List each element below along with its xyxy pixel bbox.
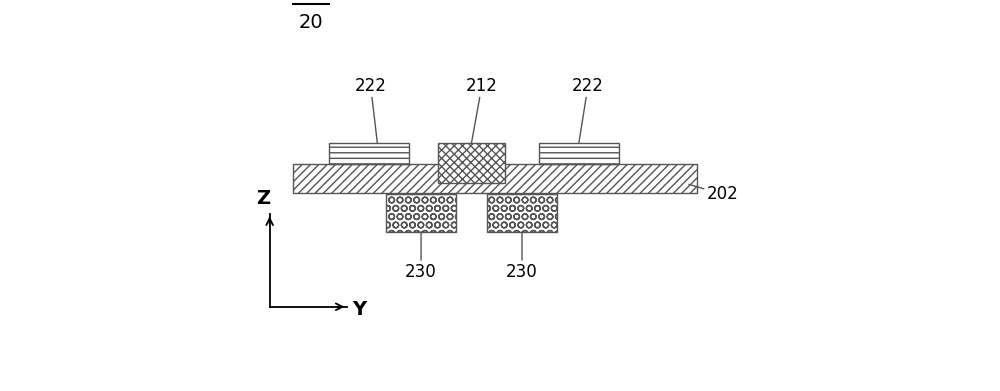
Text: Y: Y — [352, 300, 367, 319]
Text: Z: Z — [256, 190, 271, 208]
Text: 222: 222 — [572, 77, 604, 143]
Text: 212: 212 — [466, 77, 498, 143]
Bar — [329, 143, 409, 165]
Text: 202: 202 — [689, 185, 738, 203]
Text: 230: 230 — [405, 232, 437, 281]
Bar — [386, 194, 456, 232]
Bar — [487, 194, 557, 232]
Text: 20: 20 — [299, 13, 323, 32]
Text: 222: 222 — [355, 77, 387, 143]
Bar — [293, 165, 697, 193]
Bar — [539, 143, 619, 165]
Bar — [438, 143, 505, 183]
Text: 230: 230 — [506, 232, 538, 281]
